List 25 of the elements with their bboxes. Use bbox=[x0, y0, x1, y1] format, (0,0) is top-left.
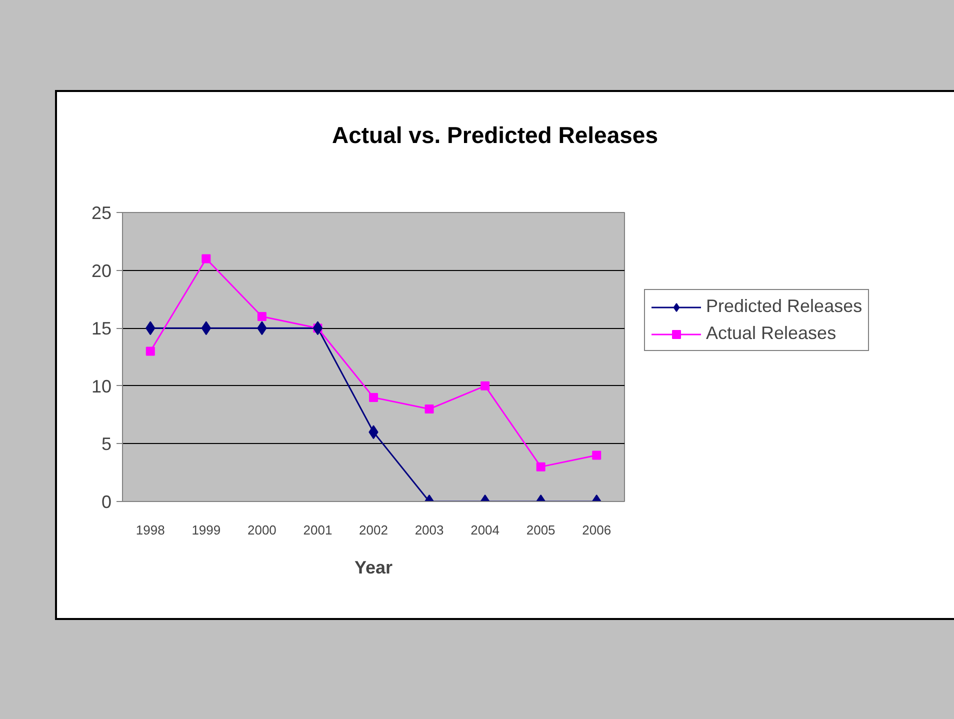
x-tick-label: 2002 bbox=[359, 522, 388, 538]
legend-label: Predicted Releases bbox=[706, 296, 862, 317]
y-tick-label: 5 bbox=[101, 434, 112, 454]
x-tick-label: 2003 bbox=[414, 522, 444, 538]
y-tick-label: 20 bbox=[91, 260, 112, 281]
point bbox=[257, 312, 266, 322]
x-tick-label: 2006 bbox=[582, 522, 612, 538]
x-tick-label: 1998 bbox=[136, 522, 165, 538]
x-axis-title: Year bbox=[354, 558, 393, 578]
legend-label: Actual Releases bbox=[706, 323, 836, 344]
point bbox=[369, 392, 378, 402]
point bbox=[312, 321, 323, 336]
y-tick-label: 0 bbox=[101, 492, 112, 512]
y-tick-label: 15 bbox=[91, 318, 112, 339]
x-tick-label: 2001 bbox=[303, 522, 332, 538]
x-tick-label: 2005 bbox=[526, 522, 556, 538]
x-tick-label: 2000 bbox=[247, 522, 276, 538]
x-tick-label: 1999 bbox=[192, 522, 221, 538]
point bbox=[146, 346, 155, 356]
point bbox=[480, 381, 490, 390]
chart-title: Actual vs. Predicted Releases bbox=[332, 121, 658, 150]
y-tick-label: 10 bbox=[91, 376, 112, 396]
x-tick-label: 2004 bbox=[470, 522, 500, 538]
y-tick-label: 25 bbox=[91, 203, 112, 223]
point bbox=[202, 254, 211, 264]
